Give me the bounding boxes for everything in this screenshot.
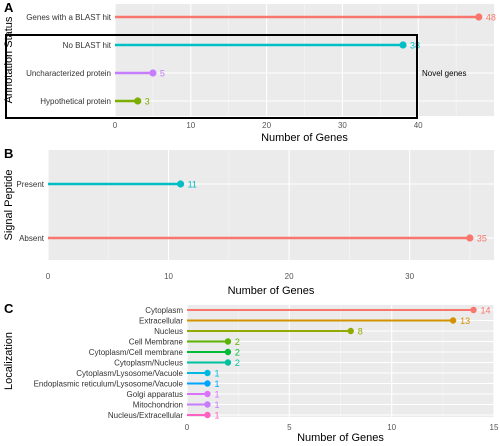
- lollipop-point: [204, 380, 211, 387]
- lollipop-point: [224, 359, 232, 366]
- category-label: Present: [16, 180, 44, 189]
- lollipop-point: [224, 348, 232, 356]
- category-label: Hypothetical protein: [40, 97, 111, 106]
- value-label: 1: [214, 390, 219, 400]
- category-label: Cell Membrane: [129, 338, 184, 347]
- x-axis-title: Number of Genes: [228, 285, 315, 297]
- panel-letter: A: [4, 0, 14, 15]
- annotation-label: Novel genes: [422, 69, 466, 78]
- x-tick-label: 30: [405, 272, 414, 281]
- category-label: No BLAST hit: [63, 41, 112, 50]
- lollipop-point: [149, 69, 157, 77]
- category-label: Uncharacterized protein: [26, 69, 111, 78]
- plot-background: [48, 150, 494, 260]
- category-label: Nucleus/Extracellular: [108, 411, 183, 420]
- value-label: 2: [235, 358, 240, 368]
- x-tick-label: 10: [164, 272, 173, 281]
- panel-c: 0 5 10 15 14 Cytoplasm 13 Extracellular 8 Nucleus…: [3, 301, 499, 444]
- x-tick-label: 30: [338, 121, 347, 130]
- value-label: 48: [486, 13, 496, 23]
- panel-b: 0 10 20 30 11 Present 35 Absent Number of Genes S…: [3, 146, 494, 297]
- lollipop-point: [204, 401, 211, 408]
- lollipop-point: [204, 369, 211, 377]
- value-label: 2: [235, 337, 240, 347]
- x-tick-label: 0: [113, 121, 118, 130]
- lollipop-point: [470, 306, 477, 314]
- value-label: 38: [410, 41, 420, 51]
- lollipop-point: [475, 13, 483, 21]
- value-label: 1: [214, 379, 219, 389]
- category-label: Nucleus: [154, 327, 183, 336]
- category-label: Cytoplasm/Cell membrane: [89, 348, 184, 357]
- value-label: 14: [481, 306, 491, 316]
- category-label: Mitochondrion: [133, 401, 183, 410]
- x-tick-label: 5: [287, 423, 292, 432]
- value-label: 13: [460, 316, 470, 326]
- lollipop-point: [176, 180, 185, 188]
- lollipop-point: [347, 327, 354, 335]
- panel-letter: B: [4, 146, 13, 161]
- category-label: Cytoplasm: [145, 306, 183, 315]
- category-label: Cytoplasm/Lysosome/Vacuole: [76, 369, 183, 378]
- panel-a: 0 10 20 30 40 48 Genes with a BLAST hit 38 No BL…: [3, 0, 496, 144]
- value-label: 1: [214, 369, 219, 379]
- value-label: 8: [358, 327, 363, 337]
- lollipop-point: [204, 411, 211, 419]
- value-label: 5: [160, 69, 165, 79]
- lollipop-point: [399, 41, 407, 49]
- category-label: Absent: [19, 234, 45, 243]
- novel-genes-box: [5, 34, 418, 119]
- value-label: 3: [145, 97, 150, 107]
- category-label: Extracellular: [139, 317, 183, 326]
- y-axis-title: Localization: [3, 332, 15, 390]
- lollipop-point: [449, 317, 457, 324]
- lollipop-point: [466, 234, 474, 242]
- x-tick-label: 10: [186, 121, 195, 130]
- y-axis-title: Signal Peptide: [3, 170, 15, 241]
- x-axis-title: Number of Genes: [297, 432, 384, 444]
- x-tick-label: 10: [387, 423, 396, 432]
- category-label: Genes with a BLAST hit: [26, 13, 112, 22]
- value-label: 11: [188, 180, 197, 190]
- value-label: 2: [235, 348, 240, 358]
- lollipop-point: [224, 338, 232, 345]
- x-tick-label: 0: [46, 272, 51, 281]
- value-label: 1: [214, 400, 219, 410]
- y-axis-title: Annotation Status: [3, 16, 15, 103]
- x-tick-label: 20: [262, 121, 271, 130]
- category-label: Golgi apparatus: [127, 390, 183, 399]
- x-axis-title: Number of Genes: [261, 132, 348, 144]
- value-label: 35: [477, 234, 487, 244]
- lollipop-point: [204, 390, 211, 398]
- category-label: Cytoplasm/Nucleus: [114, 359, 183, 368]
- x-tick-label: 15: [490, 423, 499, 432]
- value-label: 1: [214, 411, 219, 421]
- lollipop-point: [134, 97, 142, 105]
- x-tick-label: 20: [285, 272, 294, 281]
- panel-letter: C: [4, 301, 14, 316]
- x-tick-label: 0: [185, 423, 190, 432]
- category-label: Endoplasmic reticulum/Lysosome/Vacuole: [34, 380, 184, 389]
- x-tick-label: 40: [414, 121, 423, 130]
